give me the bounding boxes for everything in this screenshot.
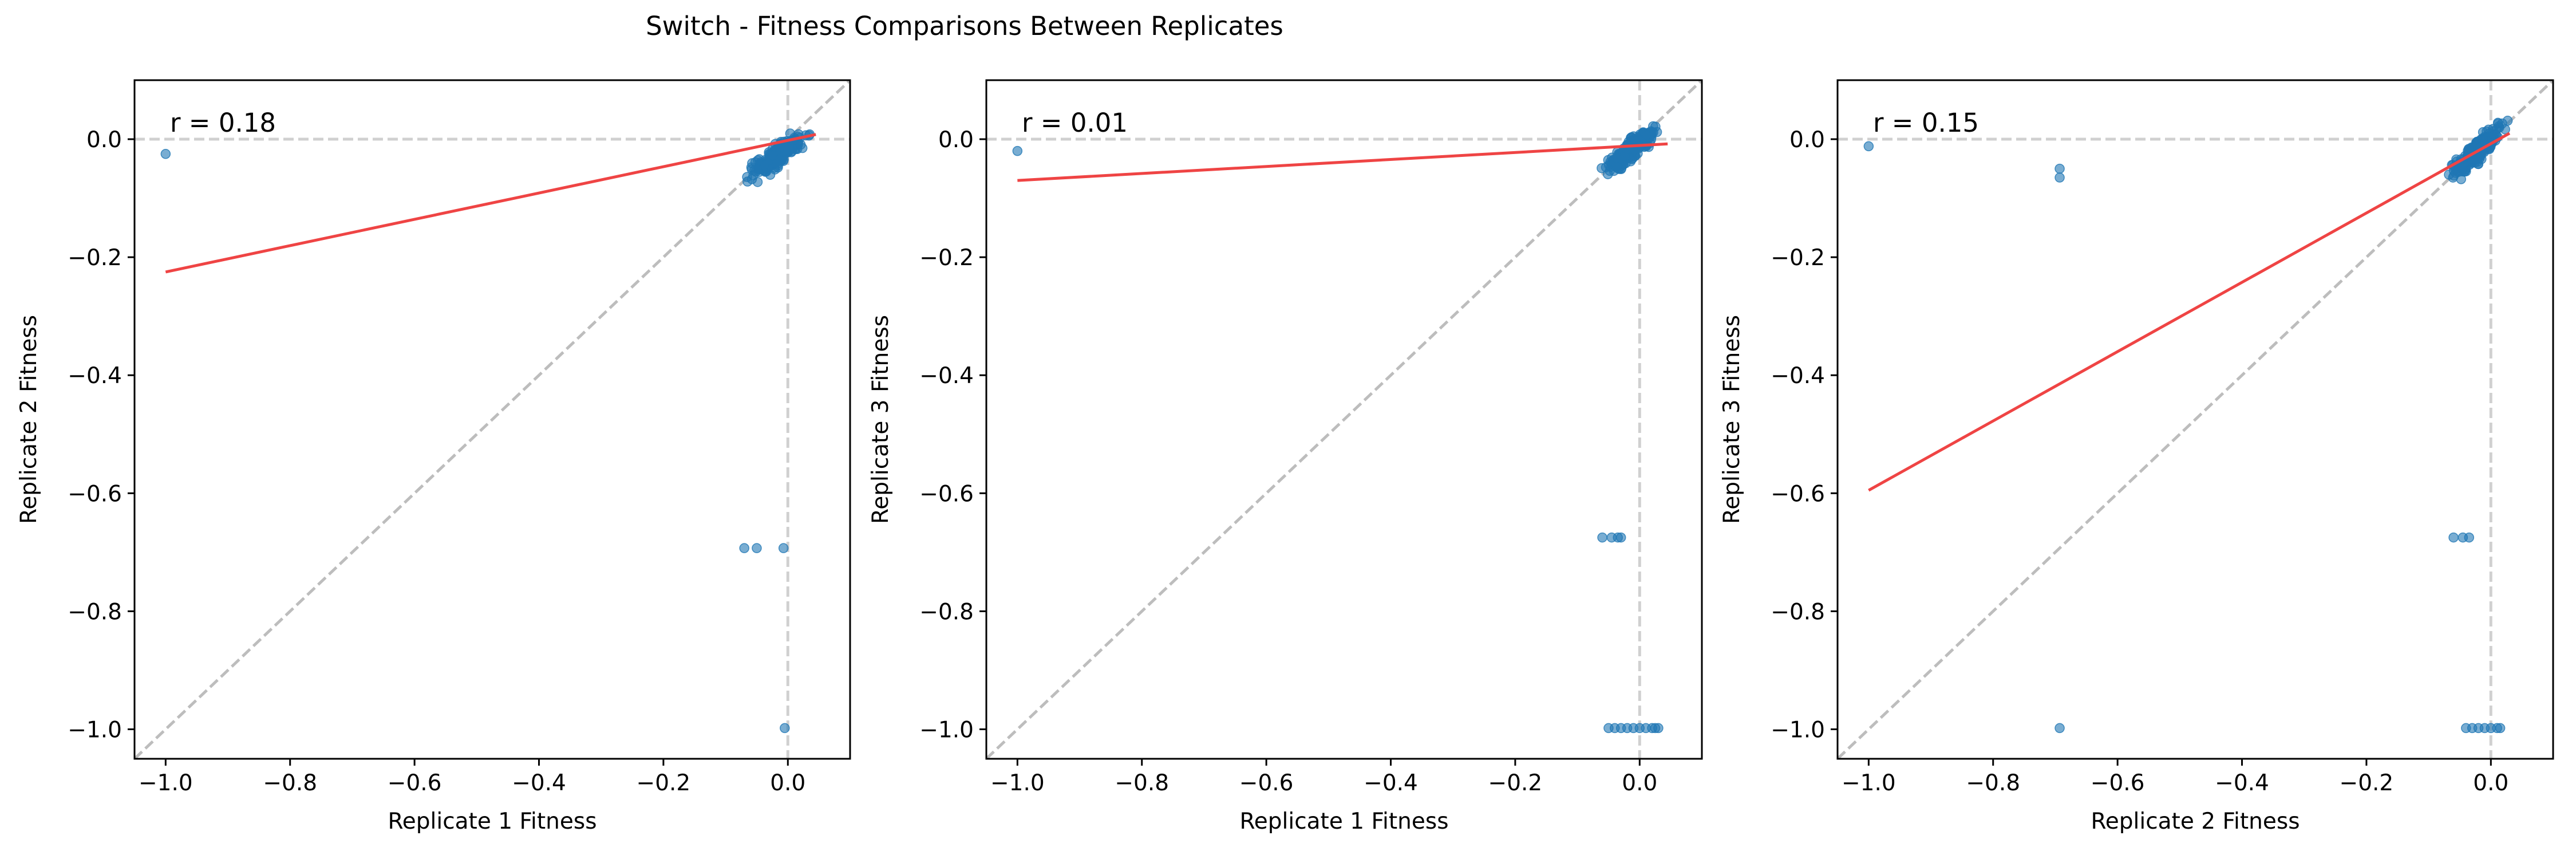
diagonal-reference-line [986,80,1702,759]
x-tick-label: −1.0 [990,770,1045,796]
x-tick-label: −0.2 [637,770,691,796]
data-point [752,543,762,553]
y-tick-label: −0.2 [1771,245,1825,271]
diagonal-reference-line [135,80,850,759]
x-tick-label: −0.4 [1364,770,1418,796]
x-tick-label: −0.4 [2215,770,2269,796]
y-tick-label: −0.8 [919,599,974,625]
x-tick-label: −0.8 [1115,770,1169,796]
y-tick-label: −0.4 [68,363,122,389]
data-point [739,543,749,553]
x-tick-label: −1.0 [139,770,193,796]
data-point [759,160,770,171]
y-axis-label: Replicate 2 Fitness [16,315,42,524]
y-axis-label: Replicate 3 Fitness [1719,315,1745,524]
data-point [2448,172,2458,183]
y-tick-label: −0.2 [68,245,122,271]
regression-line [165,133,816,274]
axes-frame [133,79,851,760]
y-axis-label: Replicate 3 Fitness [868,315,894,524]
plot-area [135,80,850,759]
plot-area [1838,80,2553,759]
data-point [2502,116,2513,126]
x-axis-label: Replicate 2 Fitness [2091,809,2300,834]
data-point [1611,161,1622,172]
data-point [2055,163,2065,174]
data-point [1012,145,1023,156]
x-tick-label: −0.2 [1488,770,1543,796]
data-point [752,177,763,187]
x-tick-label: −0.8 [1966,770,2020,796]
y-tick-label: −1.0 [919,717,974,743]
y-tick-label: −0.4 [1771,363,1825,389]
data-point [2457,161,2468,172]
data-point [780,723,790,734]
y-tick-label: −1.0 [68,717,122,743]
data-point [160,149,171,159]
regression-line [1017,142,1668,182]
x-tick-label: 0.0 [2473,770,2508,796]
diagonal-reference-line [1838,80,2553,759]
data-point [1615,532,1626,543]
plot-area [986,80,1702,759]
x-tick-label: −1.0 [1842,770,1896,796]
scatter-panel-1: −1.0 −0.8 −0.6 −0.4 −0.2 0.0 −1.0 −0.8 −0.6 −0.4 −… [16,79,851,834]
x-tick-label: −0.6 [1239,770,1294,796]
correlation-annotation: r = 0.01 [1022,108,1128,138]
y-tick-label: −0.6 [919,481,974,507]
x-tick-label: −0.8 [263,770,317,796]
axes-frame [985,79,1703,760]
axes-frame [1836,79,2554,760]
data-point [767,150,778,161]
y-tick-label: −0.4 [919,363,974,389]
data-point [2495,723,2506,734]
figure-title: Switch - Fitness Comparisons Between Rep… [646,11,1283,41]
y-tick-label: 0.0 [1789,127,1825,153]
correlation-annotation: r = 0.15 [1873,108,1979,138]
data-point [742,172,752,182]
panels: −1.0 −0.8 −0.6 −0.4 −0.2 0.0 −1.0 −0.8 −0.6 −0.4 −… [16,79,2554,834]
data-point [2464,532,2475,543]
data-point [778,543,789,553]
y-tick-label: −0.8 [68,599,122,625]
data-point [1653,723,1664,734]
scatter-panel-3: −1.0 −0.8 −0.6 −0.4 −0.2 0.0 −1.0 −0.8 −0.6 −0.4 −… [1719,79,2554,834]
x-tick-label: −0.6 [2091,770,2145,796]
y-tick-label: −0.6 [1771,481,1825,507]
x-tick-label: −0.2 [2340,770,2394,796]
x-tick-label: −0.4 [512,770,566,796]
y-tick-label: −0.2 [919,245,974,271]
x-tick-label: −0.6 [388,770,442,796]
data-point [2055,172,2065,183]
data-point [772,159,783,169]
data-point [1863,141,1874,152]
data-point [1597,532,1607,543]
correlation-annotation: r = 0.18 [170,108,276,138]
data-point [1650,121,1661,132]
data-point [2494,121,2504,132]
x-tick-label: 0.0 [1622,770,1657,796]
data-point [2448,532,2459,543]
x-tick-label: 0.0 [770,770,805,796]
regression-line [1868,132,2511,492]
x-axis-label: Replicate 1 Fitness [388,809,596,834]
y-tick-label: −1.0 [1771,717,1825,743]
y-tick-label: −0.6 [68,481,122,507]
scatter-panel-2: −1.0 −0.8 −0.6 −0.4 −0.2 0.0 −1.0 −0.8 −0.6 −0.4 −… [868,79,1703,834]
data-point [2055,723,2065,734]
y-tick-label: −0.8 [1771,599,1825,625]
x-axis-label: Replicate 1 Fitness [1239,809,1448,834]
data-point [783,144,793,155]
y-tick-label: 0.0 [938,127,974,153]
y-tick-label: 0.0 [86,127,122,153]
